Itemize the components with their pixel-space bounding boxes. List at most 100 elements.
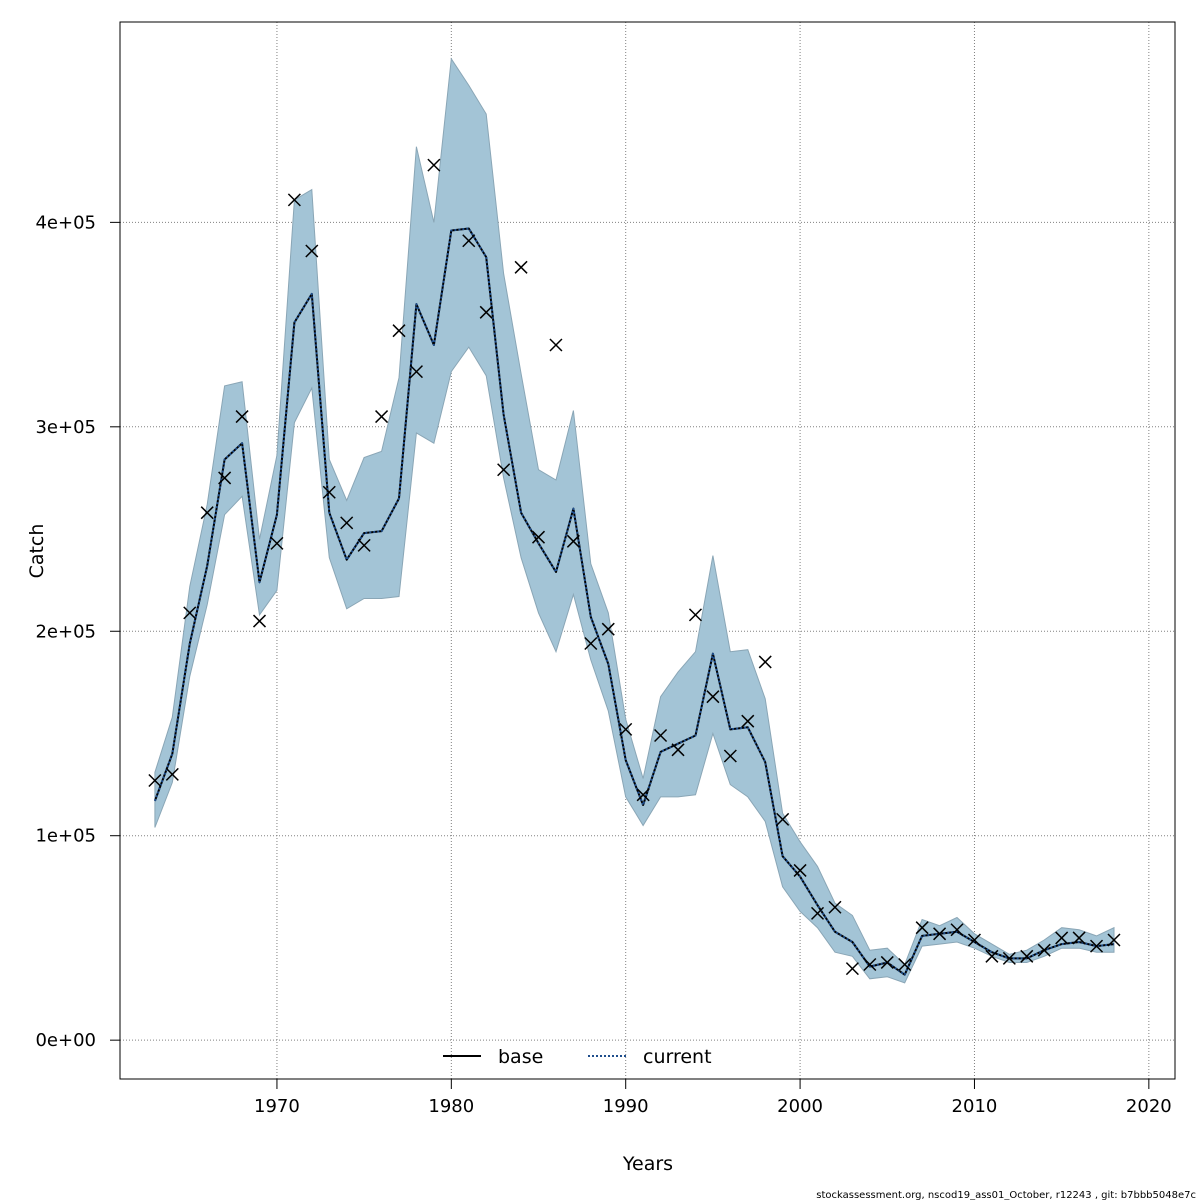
observed-point-stroke-b [741,714,755,728]
observed-point-stroke-b [340,516,354,530]
observed-point-2002 [828,900,842,914]
legend-current-label: current [643,1046,712,1068]
observed-point-stroke-b [776,812,790,826]
observed-point-stroke-b [793,863,807,877]
observed-point-stroke-b [252,614,267,628]
observed-point-1979 [427,158,441,172]
observed-point-1981 [462,234,476,248]
observed-markers [148,158,1121,976]
x-tick-label-1980: 1980 [428,1096,474,1117]
observed-point-1969 [252,614,267,628]
observed-point-stroke-b [357,538,371,552]
legend-base-label: base [498,1046,543,1068]
x-tick-label-1970: 1970 [254,1096,300,1117]
observed-point-stroke-b [933,927,947,941]
x-axis-title: Years [622,1153,673,1175]
observed-point-1966 [200,506,214,520]
observed-point-2012 [1002,951,1016,965]
observed-point-stroke-b [183,606,197,620]
observed-point-stroke-b [409,365,423,379]
observed-point-1968 [235,410,249,424]
observed-point-stroke-b [148,773,162,788]
observed-point-2001 [810,906,825,920]
y-tick-label-400000: 4e+05 [35,212,96,233]
legend: base current [443,1046,712,1068]
observed-point-1967 [218,471,232,485]
observed-point-2013 [1020,949,1034,963]
observed-point-stroke-b [828,900,842,914]
y-tick-label-200000: 2e+05 [35,621,96,642]
observed-point-1996 [723,749,737,763]
confidence-band-area [154,57,1115,984]
observed-point-stroke-b [566,534,580,548]
observed-point-stroke-b [1020,949,1034,963]
observed-point-2007 [915,921,929,935]
x-tick-label-2020: 2020 [1126,1096,1172,1117]
observed-point-stroke-b [1107,933,1121,947]
observed-point-1972 [305,244,319,258]
observed-point-2006 [898,957,912,972]
observed-point-1994 [688,608,702,622]
observed-point-1995 [706,690,720,704]
observed-point-1976 [375,410,389,424]
x-tick-label-2000: 2000 [777,1096,823,1117]
observed-point-1970 [270,536,284,550]
observed-point-1963 [148,773,162,788]
observed-point-stroke-b [950,923,964,937]
observed-point-2018 [1107,933,1121,947]
observed-point-1984 [514,260,528,274]
observed-point-2004 [863,957,877,972]
observed-point-stroke-b [601,622,615,636]
observed-point-1987 [566,534,580,548]
observed-point-stroke-b [688,608,702,622]
observed-point-2000 [793,863,807,877]
observed-point-2005 [880,955,894,969]
observed-point-stroke-b [218,471,232,485]
observed-point-stroke-b [514,260,528,274]
observed-point-stroke-b [305,244,319,258]
observed-point-stroke-b [322,485,336,499]
x-tick-label-2010: 2010 [952,1096,998,1117]
observed-point-2010 [967,933,981,947]
observed-point-stroke-b [845,962,859,976]
observed-point-1999 [776,812,790,826]
y-tick-label-300000: 3e+05 [35,417,96,438]
observed-point-1993 [671,743,685,757]
observed-point-stroke-b [880,955,894,969]
observed-point-stroke-b [462,234,476,248]
observed-point-1997 [741,714,755,728]
observed-point-stroke-b [1089,939,1104,953]
observed-point-stroke-b [915,921,929,935]
observed-point-1971 [287,193,301,207]
observed-point-stroke-b [898,957,912,972]
observed-point-1982 [479,305,493,319]
observed-point-stroke-b [967,933,981,947]
observed-point-2009 [950,923,964,937]
observed-point-stroke-b [427,158,441,172]
observed-point-stroke-b [723,749,737,763]
observed-point-2016 [1072,931,1086,945]
observed-point-stroke-b [235,410,249,424]
x-tick-label-1990: 1990 [603,1096,649,1117]
observed-point-stroke-b [1072,931,1086,945]
observed-point-1965 [183,606,197,620]
observed-point-1985 [531,530,546,544]
observed-point-2015 [1055,931,1069,945]
axes: 1970 1980 1990 2000 2010 2020 0e+00 1e+05 2e+05 3… [35,212,1171,1117]
observed-point-stroke-b [636,788,650,802]
footer-credit: stockassessment.org, nscod19_ass01_Octob… [816,1190,1196,1200]
observed-point-stroke-b [479,305,493,319]
observed-point-1992 [654,728,668,743]
observed-point-1991 [636,788,650,802]
observed-point-stroke-b [287,193,301,207]
series-line-current [153,227,1115,976]
observed-point-1974 [340,516,354,530]
confidence-band [154,57,1115,984]
observed-point-stroke-b [584,636,598,651]
observed-point-1988 [584,636,598,651]
observed-point-1989 [601,622,615,636]
observed-point-stroke-b [671,743,685,757]
observed-point-stroke-b [863,957,877,972]
observed-point-1983 [497,463,511,477]
observed-point-2017 [1089,939,1104,953]
